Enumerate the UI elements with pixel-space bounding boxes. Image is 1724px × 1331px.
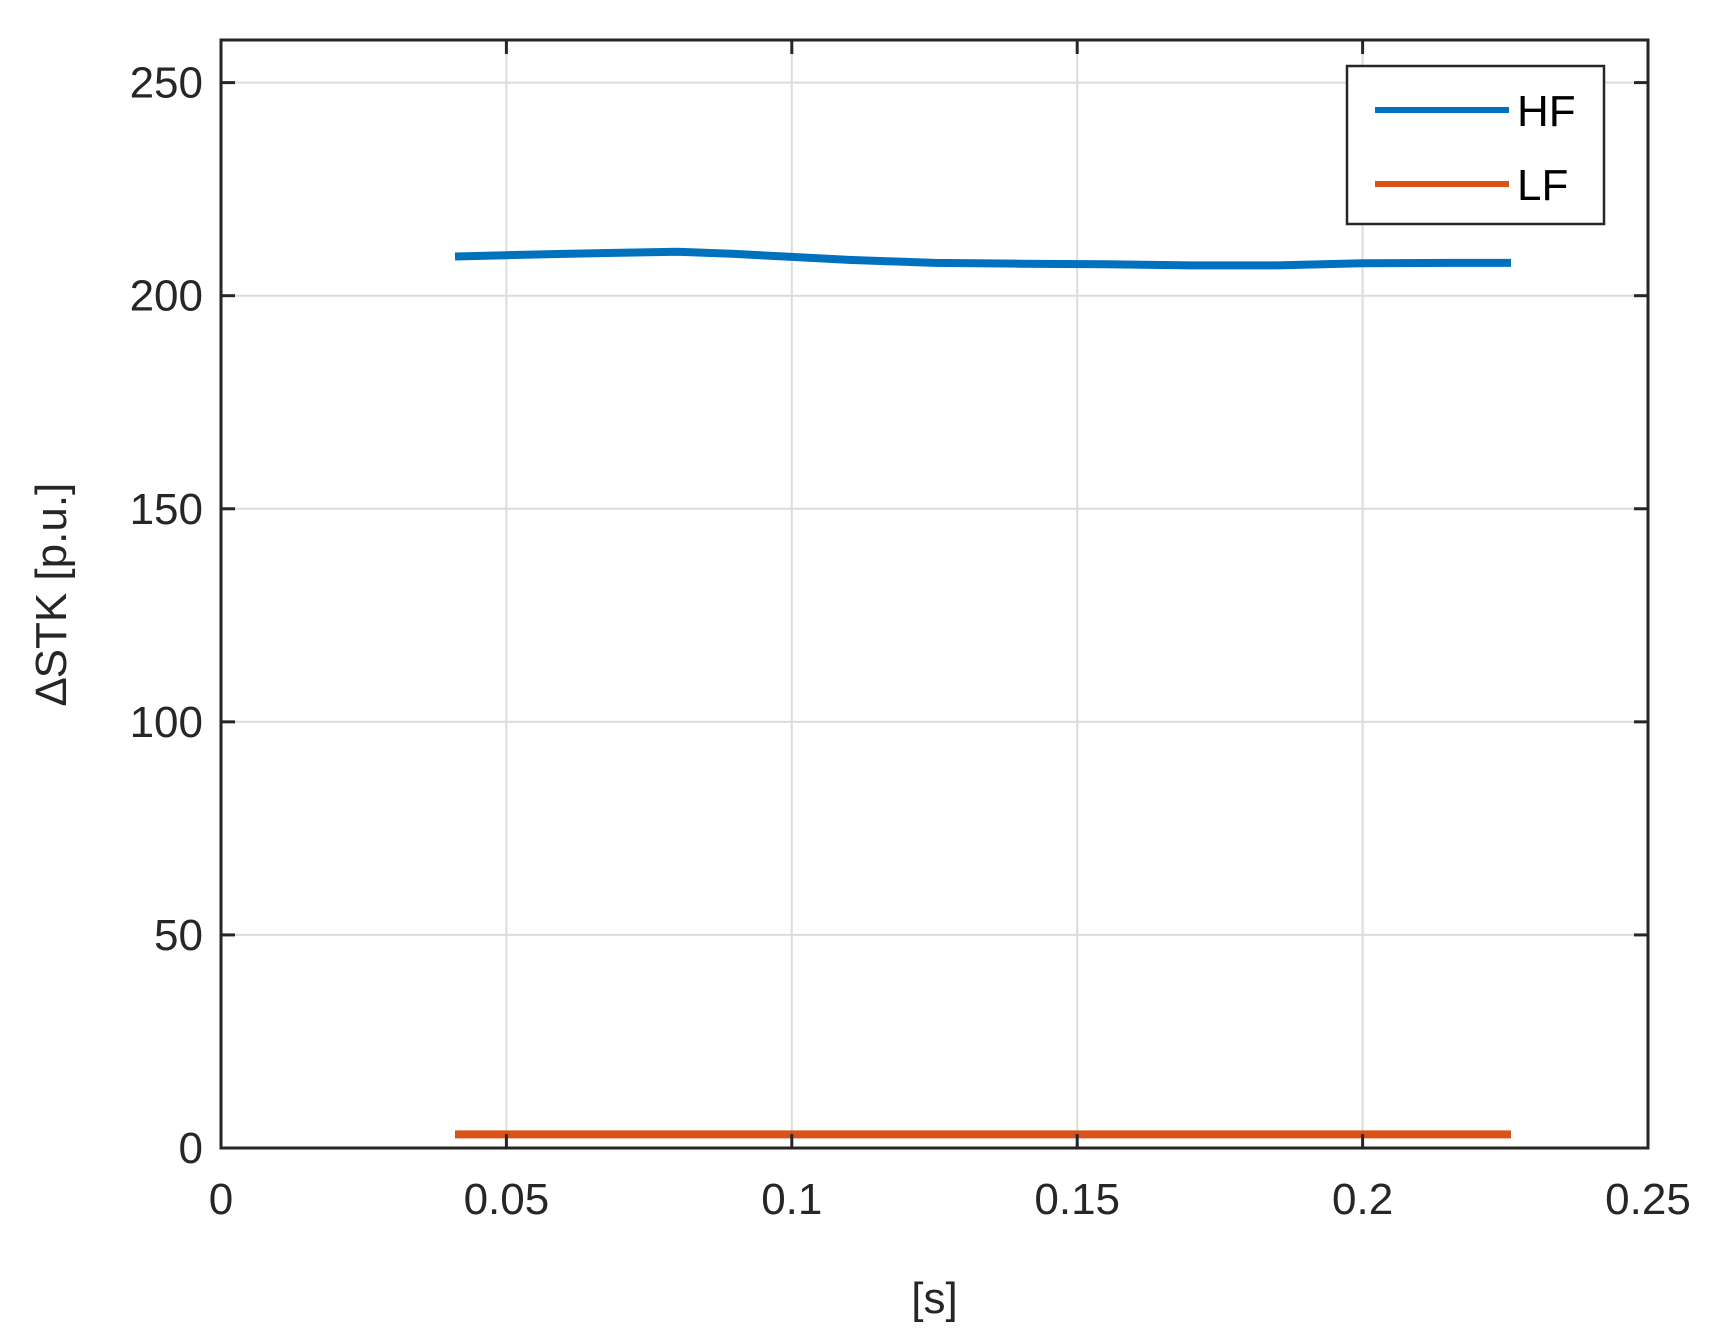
legend: HF LF [1345, 64, 1606, 226]
series-layer [454, 247, 1511, 1139]
x-tick-label: 0 [209, 1175, 233, 1224]
y-tick-label: 250 [130, 59, 203, 108]
axis-ticks [219, 40, 1650, 1150]
plot-area-frame [219, 38, 1650, 1150]
x-tick-label: 0.15 [1034, 1175, 1120, 1224]
y-tick-label: 200 [130, 272, 203, 321]
legend-label-hf: HF [1517, 87, 1576, 136]
x-tick-label: 0.2 [1332, 1175, 1393, 1224]
x-tick-label: 0.1 [761, 1175, 822, 1224]
x-tick-labels: 0 0.05 0.1 0.15 0.2 0.25 [209, 1175, 1691, 1224]
y-tick-labels: 0 50 100 150 200 250 [130, 59, 203, 1173]
x-tick-label: 0.05 [464, 1175, 550, 1224]
y-tick-label: 100 [130, 698, 203, 747]
x-tick-label: 0.25 [1605, 1175, 1691, 1224]
series-line-hf [454, 247, 1511, 270]
y-tick-label: 0 [179, 1124, 203, 1173]
y-axis-label: ∆STK [p.u.] [27, 483, 76, 706]
y-tick-label: 50 [154, 911, 203, 960]
legend-box [1345, 64, 1606, 226]
x-axis-label: [s] [911, 1274, 957, 1323]
y-tick-label: 150 [130, 485, 203, 534]
legend-label-lf: LF [1517, 161, 1568, 210]
